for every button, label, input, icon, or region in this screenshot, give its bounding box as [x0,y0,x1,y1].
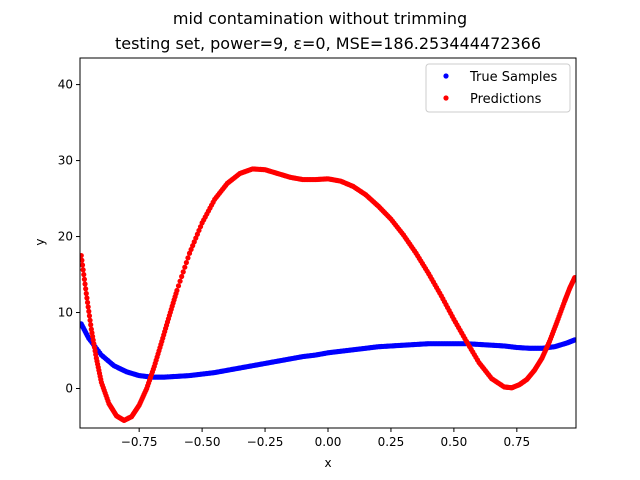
data-point-interp [82,281,88,287]
x-tick-label: −0.25 [247,435,284,449]
y-tick-label: 30 [58,154,73,168]
data-point-interp [84,299,91,306]
data-point-interp [185,255,191,261]
data-point-interp [177,278,183,284]
data-point-interp [80,257,85,263]
data-point-interp [84,295,90,301]
legend-box [425,63,571,113]
x-tick-label: −0.75 [121,435,158,449]
data-point [83,290,89,297]
y-axis-label: y [33,238,47,245]
data-point-interp [183,259,189,266]
y-tick-label: 10 [58,306,73,320]
data-point-interp [87,317,93,323]
data-point-interp [88,322,94,328]
x-tick-label: 0.25 [378,435,405,449]
data-point-interp [86,313,93,319]
y-tick-label: 0 [65,381,73,395]
y-tick-label: 40 [58,78,73,92]
series-predictions [80,166,576,423]
legend-marker [443,73,449,79]
legend-marker [443,95,449,101]
data-point-interp [86,308,92,314]
x-axis-label: x [324,456,331,470]
data-point [572,337,576,343]
data-point-interp [80,267,86,273]
legend: True Samples Predictions [425,63,571,113]
data-point-interp [83,286,89,292]
data-point-interp [175,283,182,289]
data-point-interp [85,304,91,310]
data-point [572,274,576,281]
x-axis-ticks: −0.75 −0.50 −0.25 0.00 0.25 0.50 0.75 [121,428,530,449]
data-point [174,287,180,294]
chart-title: mid contamination without trimming [173,9,467,28]
y-tick-label: 20 [58,230,73,244]
legend-label: True Samples [469,70,557,85]
legend-label: Predictions [470,92,542,107]
chart-subtitle: testing set, power=9, ε=0, MSE=186.25344… [115,34,541,53]
x-tick-label: −0.50 [184,435,221,449]
data-point [80,252,84,259]
x-tick-label: 0.50 [441,435,468,449]
data-point-interp [81,271,87,278]
x-tick-label: 0.75 [503,435,530,449]
data-point-interp [80,262,86,268]
data-point-interp [182,264,188,270]
plot-area [79,57,577,429]
x-tick-label: 0.00 [315,435,342,449]
data-point-interp [81,276,88,282]
plot-background [80,58,576,428]
data-point-interp [179,273,185,280]
y-axis-ticks: 0 10 20 30 40 [58,78,80,395]
data-point-interp [180,269,186,275]
